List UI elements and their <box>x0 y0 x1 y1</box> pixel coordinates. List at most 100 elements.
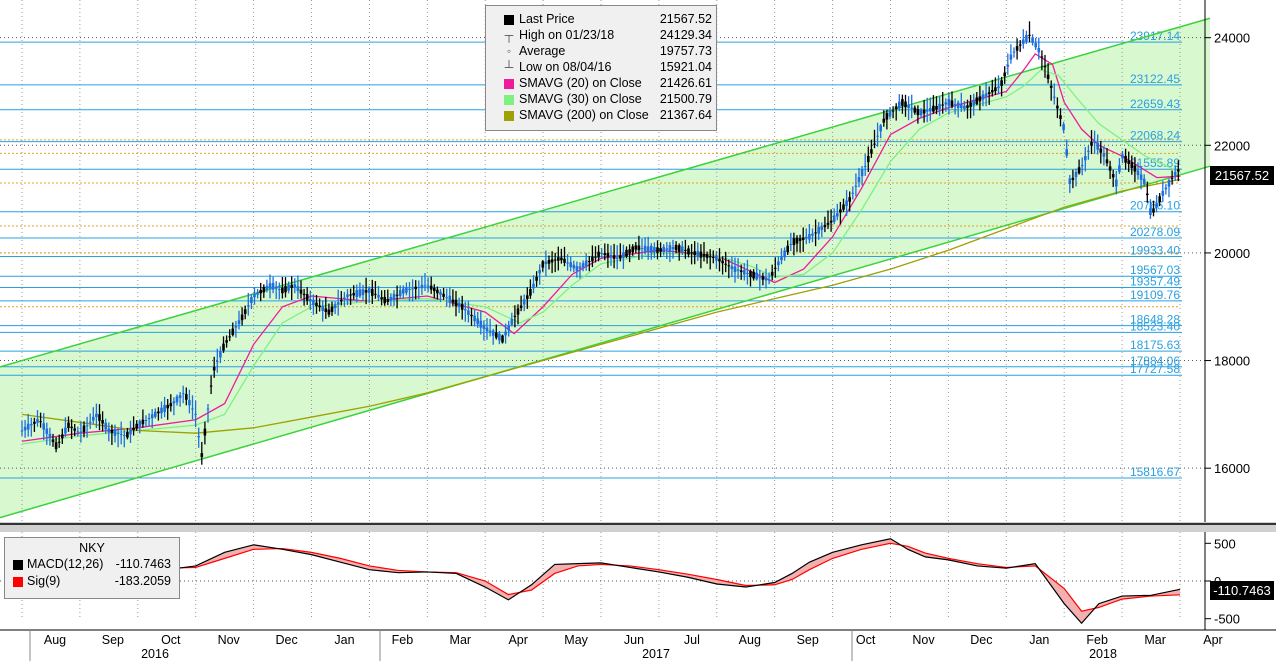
price-bar <box>761 272 765 286</box>
price-bar <box>79 421 83 443</box>
price-bar <box>507 320 510 337</box>
price-bar <box>854 173 858 197</box>
price-bar <box>488 318 492 337</box>
legend-label: Last Price <box>519 12 575 26</box>
price-bar <box>1173 165 1177 182</box>
price-bar <box>1080 157 1084 176</box>
price-bar <box>445 288 448 307</box>
price-bar <box>287 281 290 294</box>
macd-value: -110.7463 <box>115 557 171 571</box>
macd-label: MACD(12,26) <box>27 557 104 571</box>
price-bar <box>640 238 644 260</box>
price-bar <box>609 245 613 266</box>
level-label: 20278.09 <box>1130 225 1180 239</box>
price-bar <box>997 75 1000 95</box>
price-bar <box>54 437 58 453</box>
price-bar <box>194 400 197 428</box>
x-year-label: 2016 <box>141 647 169 661</box>
price-bar <box>1034 37 1037 51</box>
price-bar <box>736 258 740 279</box>
level-label: 18175.63 <box>1130 338 1180 352</box>
price-bar <box>597 245 600 262</box>
price-bar <box>157 407 160 421</box>
price-bar <box>324 296 328 319</box>
price-bar <box>442 287 445 300</box>
legend-value: 15921.04 <box>659 60 712 74</box>
price-bar <box>1118 158 1121 175</box>
price-bar <box>898 94 901 112</box>
price-bar <box>265 279 269 293</box>
y-tick-label: 16000 <box>1214 461 1250 476</box>
price-bar <box>436 286 439 300</box>
price-bar <box>1096 134 1099 155</box>
price-bar <box>879 123 882 139</box>
legend-item: SMAVG (30) on Close 21500.79 <box>486 92 716 108</box>
price-bar <box>132 416 135 436</box>
price-bar <box>1009 44 1013 64</box>
legend-item: SMAVG (20) on Close 21426.61 <box>486 76 716 92</box>
legend-label: Low on 08/04/16 <box>519 60 612 74</box>
price-bar <box>575 261 579 278</box>
price-bar <box>820 222 824 238</box>
price-bar <box>163 396 166 418</box>
price-bar <box>408 282 411 302</box>
price-bar <box>327 303 331 318</box>
x-month-label: Jul <box>684 633 700 647</box>
price-bar <box>888 107 892 120</box>
price-bar <box>1040 50 1044 70</box>
price-bar <box>994 77 997 95</box>
price-bar <box>941 91 944 114</box>
price-bar <box>358 282 362 299</box>
price-bar <box>473 309 476 327</box>
price-bar <box>752 269 755 281</box>
legend-label: High on 01/23/18 <box>519 28 615 42</box>
price-bar <box>588 256 591 272</box>
price-bar <box>284 277 287 298</box>
price-bar <box>346 289 349 306</box>
price-bar <box>138 419 142 434</box>
level-label: 15816.67 <box>1130 465 1180 479</box>
price-bar <box>643 237 647 255</box>
price-bar <box>826 210 830 230</box>
price-bar <box>743 263 746 281</box>
price-bar <box>882 110 886 127</box>
price-bar <box>829 209 833 232</box>
price-bar <box>984 82 988 107</box>
current-price-label: 21567.52 <box>1210 166 1274 185</box>
price-bar <box>978 85 982 111</box>
price-bar <box>786 240 789 255</box>
price-bar <box>154 408 157 419</box>
price-bar <box>519 295 523 312</box>
x-month-label: Jun <box>624 633 644 647</box>
price-bar <box>197 427 200 448</box>
x-month-label: Jan <box>334 633 354 647</box>
price-bar <box>1000 76 1003 97</box>
price-bar <box>532 275 535 294</box>
price-bar <box>916 105 920 124</box>
price-bar <box>1127 151 1130 173</box>
price-bar <box>222 336 225 353</box>
price-bar <box>259 282 262 302</box>
price-bar <box>188 389 191 414</box>
price-bar <box>972 93 975 116</box>
price-bar <box>516 304 520 325</box>
price-bar <box>1062 121 1065 134</box>
price-bar <box>92 407 95 425</box>
price-bar <box>1031 34 1034 46</box>
price-bar <box>51 433 55 447</box>
price-bar <box>33 417 36 432</box>
price-bar <box>637 235 641 260</box>
price-bar <box>510 312 514 327</box>
price-bar <box>209 375 213 395</box>
price-bar <box>45 422 49 445</box>
price-bar <box>147 413 151 426</box>
price-bar <box>1028 21 1031 43</box>
price-bar <box>584 253 588 271</box>
price-bar <box>1177 160 1180 182</box>
price-bar <box>485 318 489 340</box>
level-label: 19933.40 <box>1130 244 1180 258</box>
price-bar <box>144 415 148 428</box>
x-month-label: Feb <box>392 633 414 647</box>
price-legend: Last Price 21567.52 ┬ High on 01/23/18 24129… <box>485 5 717 131</box>
price-bar <box>715 251 718 269</box>
